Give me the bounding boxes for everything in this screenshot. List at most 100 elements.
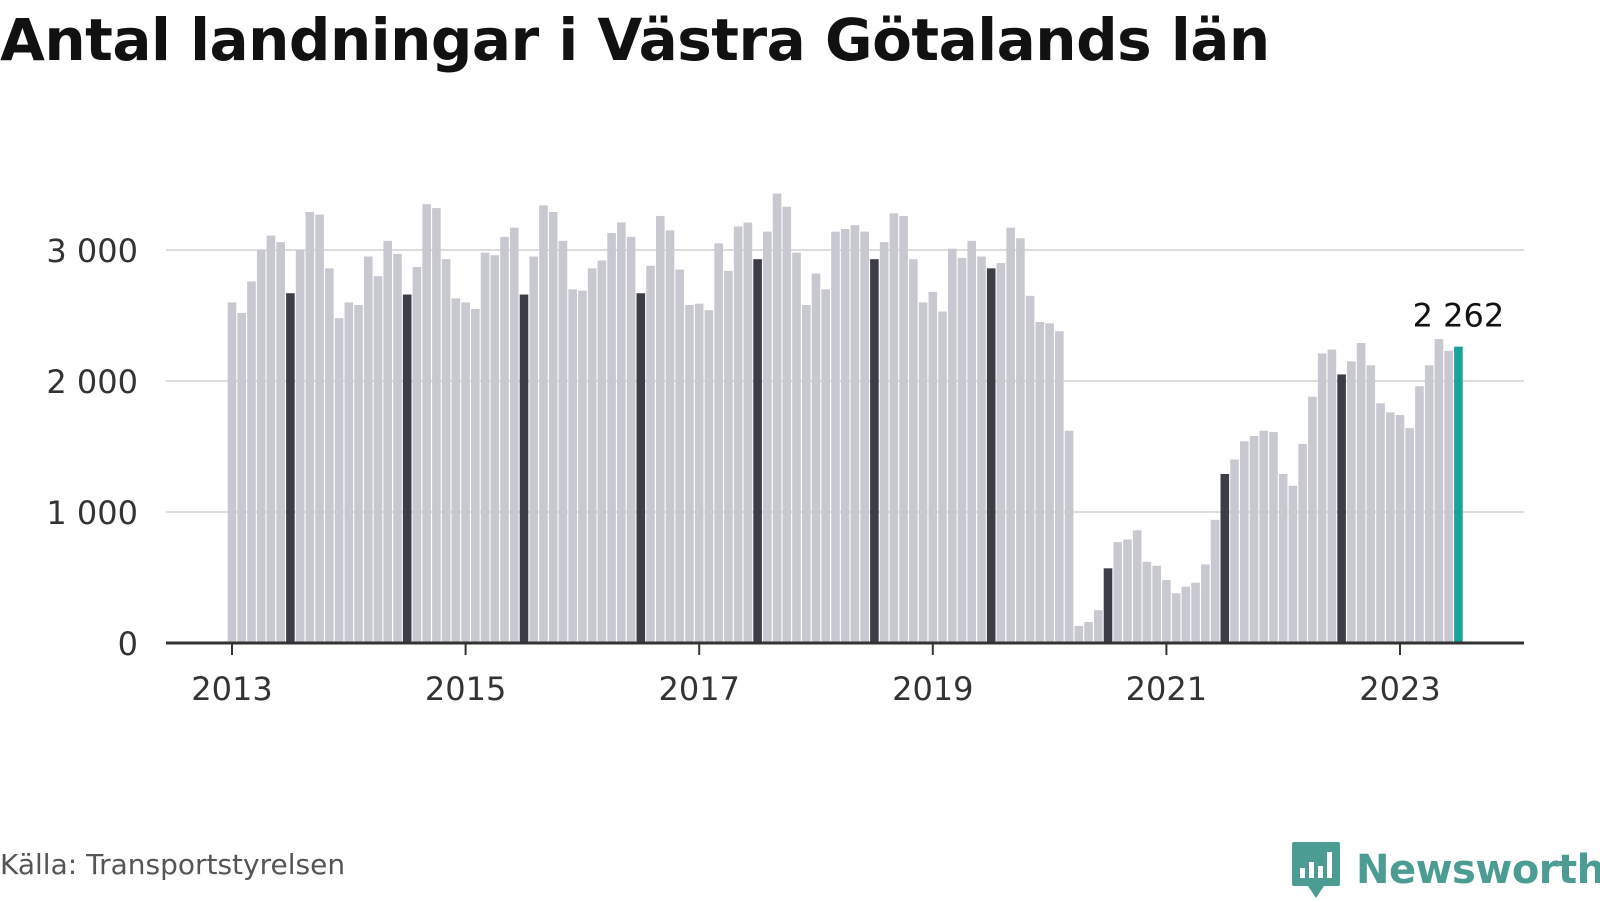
bar [763,231,772,643]
bar [373,276,383,643]
bar [947,248,957,643]
bar [461,302,470,643]
bar [1210,519,1220,643]
bar [1055,331,1064,643]
bar [1035,322,1045,643]
bar [753,259,762,643]
bar [1347,361,1356,643]
bar [441,259,451,643]
bar [247,281,256,643]
bar [1142,561,1152,643]
bar [383,240,393,643]
bar [1201,564,1210,643]
bar [1424,365,1434,643]
bar [743,222,753,644]
newsworthy-logo: Newsworthy [1290,838,1600,902]
bar [529,256,539,643]
labels: 0 1 000 2 000 3 000 2 262 2013 2015 2017 2019 202… [46,232,1504,708]
bar [879,242,889,643]
bar [1405,428,1415,643]
bar [227,302,237,643]
bar [344,302,354,643]
x-tick-label: 2015 [425,670,506,708]
bar [899,215,908,643]
bar [1376,403,1385,643]
bar [1220,474,1230,643]
bar [548,212,558,643]
bar [1084,622,1093,643]
bar [451,298,461,643]
y-tick-label: 3 000 [46,232,138,270]
bar [1366,365,1376,643]
bar [1298,443,1307,643]
bar [996,263,1006,643]
bar [811,273,821,643]
bar [831,231,840,643]
x-tick-label: 2023 [1359,670,1440,708]
axes [166,641,1524,655]
bar [607,232,616,643]
bar [500,236,509,643]
bar [986,268,996,643]
bar [1395,415,1405,643]
bar [402,294,412,643]
bar [587,268,597,643]
bar [480,252,490,643]
bar [928,291,938,643]
bar [558,240,568,643]
bar [1317,353,1327,643]
bar [694,303,704,643]
bar [256,250,266,643]
bar [1006,227,1015,644]
bar [286,293,295,643]
chart-title: Antal landningar i Västra Götalands län [0,6,1270,74]
bar [801,305,811,643]
bar [733,226,743,644]
bar [1278,474,1288,643]
y-tick-label: 0 [118,625,138,663]
bar [1074,625,1084,643]
bar [821,289,831,643]
bar [646,265,655,643]
bar [393,253,402,643]
bar [1162,580,1171,643]
x-tick-label: 2019 [892,670,973,708]
bar [334,318,344,643]
bar [889,213,899,643]
bar [636,293,646,643]
bar [870,259,879,643]
bar [1181,586,1191,643]
bar [315,214,324,643]
bar [665,230,675,643]
x-tick-label: 2017 [658,670,739,708]
bar [977,256,986,643]
bar [850,225,860,644]
y-tick-label: 2 000 [46,363,138,401]
bar [1337,374,1346,643]
bar [724,270,733,643]
bar [1444,350,1453,643]
bar [1239,441,1249,643]
y-tick-label: 1 000 [46,494,138,532]
bar [237,312,247,643]
bar [1259,430,1269,643]
bar [1385,412,1395,643]
bar [1249,436,1259,643]
bar-series [227,193,1463,644]
bar [539,205,548,643]
bar [325,268,334,643]
bar [1103,568,1113,643]
bar [909,259,918,643]
bar [1064,430,1074,643]
bar [1045,323,1054,643]
bar [1191,582,1200,643]
bar [1025,295,1035,643]
bar [578,290,587,643]
bar [967,240,977,643]
bar [1230,459,1239,643]
bar [490,255,500,644]
bar [918,302,928,643]
newsworthy-chart-bubble-icon [1292,842,1340,898]
logo-wordmark: Newsworthy [1356,847,1600,893]
